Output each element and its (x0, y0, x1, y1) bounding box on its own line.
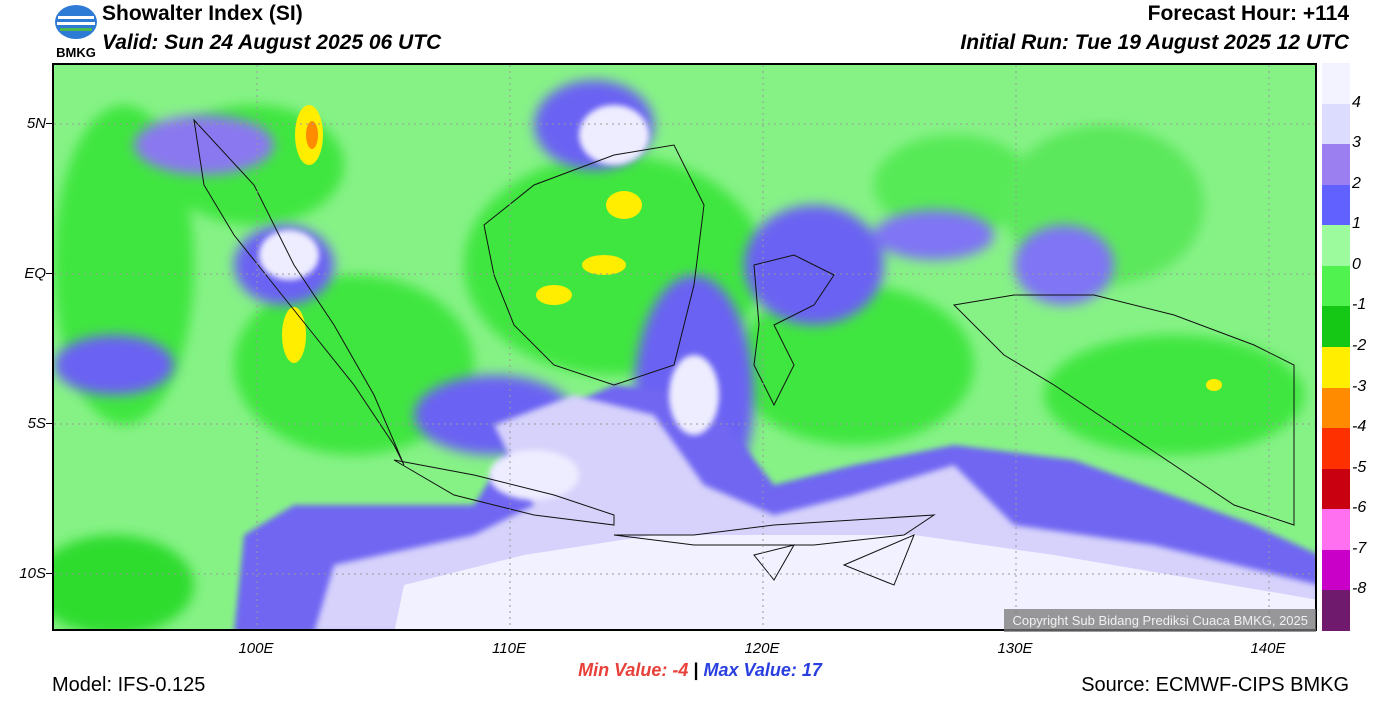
colorbar (1322, 63, 1350, 631)
lat-label-10s: 10S (19, 565, 46, 582)
southern-white (394, 535, 1315, 629)
colorbar-label: -8 (1352, 580, 1367, 598)
chart-title: Showalter Index (SI) (102, 2, 303, 25)
colorbar-segment (1322, 590, 1350, 631)
colorbar-segment (1322, 387, 1350, 429)
lat-tick (46, 573, 52, 574)
lat-label-5n: 5N (26, 115, 46, 132)
lat-tick (46, 273, 52, 274)
colorbar-segment (1322, 346, 1350, 388)
model-label: Model: IFS-0.125 (52, 674, 206, 696)
colorbar-segment (1322, 549, 1350, 591)
copyright-note: Copyright Sub Bidang Prediksi Cuaca BMKG… (1004, 609, 1316, 632)
lat-tick (46, 123, 52, 124)
source-label: Source: ECMWF-CIPS BMKG (1081, 674, 1349, 696)
bmkg-logo: BMKG (52, 2, 100, 60)
field-pale (259, 105, 719, 500)
coastlines (193, 118, 1295, 586)
colorbar-segment (1322, 184, 1350, 226)
colorbar-label: 2 (1352, 174, 1361, 192)
colorbar-label: 3 (1352, 134, 1361, 152)
colorbar-segment (1322, 265, 1350, 307)
logo-text: BMKG (56, 45, 96, 60)
colorbar-label: -6 (1352, 499, 1367, 517)
lat-tick (46, 423, 52, 424)
colorbar-label: 1 (1352, 215, 1361, 233)
colorbar-segment (1322, 306, 1350, 347)
colorbar-label: 4 (1352, 93, 1361, 111)
colorbar-segment (1322, 144, 1350, 185)
colorbar-segment (1322, 428, 1350, 469)
colorbar-label: -5 (1352, 458, 1367, 476)
lon-label-110e: 110E (492, 640, 526, 657)
lat-label-eq: EQ (24, 265, 46, 282)
colorbar-segment (1322, 63, 1350, 104)
min-value: Min Value: -4 (578, 660, 689, 680)
map-frame (52, 63, 1317, 631)
lat-label-5s: 5S (27, 415, 46, 432)
colorbar-label: -7 (1352, 539, 1367, 557)
colorbar-label: -4 (1352, 418, 1367, 436)
min-max-values: Min Value: -4 | Max Value: 17 (0, 660, 1400, 681)
colorbar-label: 0 (1352, 255, 1361, 273)
field-unstable (282, 105, 1222, 391)
colorbar-segment (1322, 509, 1350, 550)
lon-label-130e: 130E (997, 640, 1033, 657)
colorbar-segment (1322, 468, 1350, 510)
graticule (54, 65, 1315, 629)
colorbar-label: -1 (1352, 296, 1367, 314)
colorbar-label: -3 (1352, 377, 1367, 395)
lon-label-120e: 120E (744, 640, 780, 657)
separator: | (693, 660, 699, 680)
initial-run: Initial Run: Tue 19 August 2025 12 UTC (960, 31, 1349, 54)
lon-label-140e: 140E (1250, 640, 1286, 657)
si-map (54, 65, 1315, 629)
colorbar-label: -2 (1352, 337, 1367, 354)
colorbar-segment (1322, 103, 1350, 145)
max-value: Max Value: 17 (703, 660, 822, 680)
lon-label-100e: 100E (238, 640, 274, 657)
forecast-hour: Forecast Hour: +114 (1147, 2, 1349, 25)
valid-time: Valid: Sun 24 August 2025 06 UTC (102, 31, 442, 54)
colorbar-segment (1322, 225, 1350, 266)
